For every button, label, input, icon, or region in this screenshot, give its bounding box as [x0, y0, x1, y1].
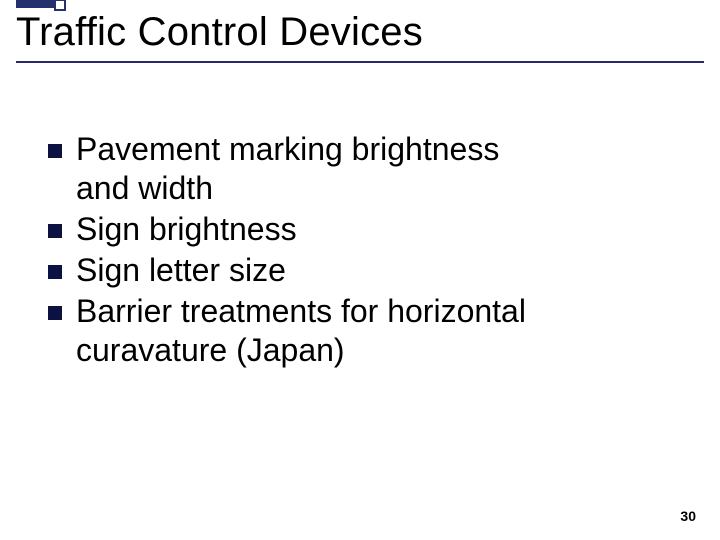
- bullet-item: Sign brightness: [48, 210, 672, 249]
- square-bullet-icon: [48, 265, 62, 279]
- title-area: Traffic Control Devices: [16, 10, 696, 63]
- bullet-item: Barrier treatments for horizontal curava…: [48, 292, 672, 370]
- bullet-text-block: Pavement marking brightness and width: [76, 130, 499, 208]
- title-underline: [16, 61, 704, 63]
- bullet-text-block: Barrier treatments for horizontal curava…: [76, 292, 526, 370]
- bullet-text: Sign brightness: [76, 210, 297, 249]
- square-bullet-icon: [48, 306, 62, 320]
- slide-title: Traffic Control Devices: [16, 10, 696, 55]
- title-decoration: [16, 0, 66, 8]
- slide-container: Traffic Control Devices Pavement marking…: [0, 0, 720, 540]
- bullet-text-cont: curavature (Japan): [76, 331, 526, 370]
- content-area: Pavement marking brightness and width Si…: [48, 130, 672, 372]
- decor-bar: [16, 0, 54, 8]
- square-bullet-icon: [48, 224, 62, 238]
- bullet-text: Pavement marking brightness: [76, 130, 499, 169]
- bullet-text-cont: and width: [76, 169, 499, 208]
- bullet-text: Barrier treatments for horizontal: [76, 292, 526, 331]
- square-bullet-icon: [48, 144, 62, 158]
- bullet-text-block: Sign letter size: [76, 251, 286, 290]
- bullet-text-block: Sign brightness: [76, 210, 297, 249]
- page-number: 30: [680, 508, 696, 524]
- bullet-text: Sign letter size: [76, 251, 286, 290]
- bullet-item: Sign letter size: [48, 251, 672, 290]
- bullet-item: Pavement marking brightness and width: [48, 130, 672, 208]
